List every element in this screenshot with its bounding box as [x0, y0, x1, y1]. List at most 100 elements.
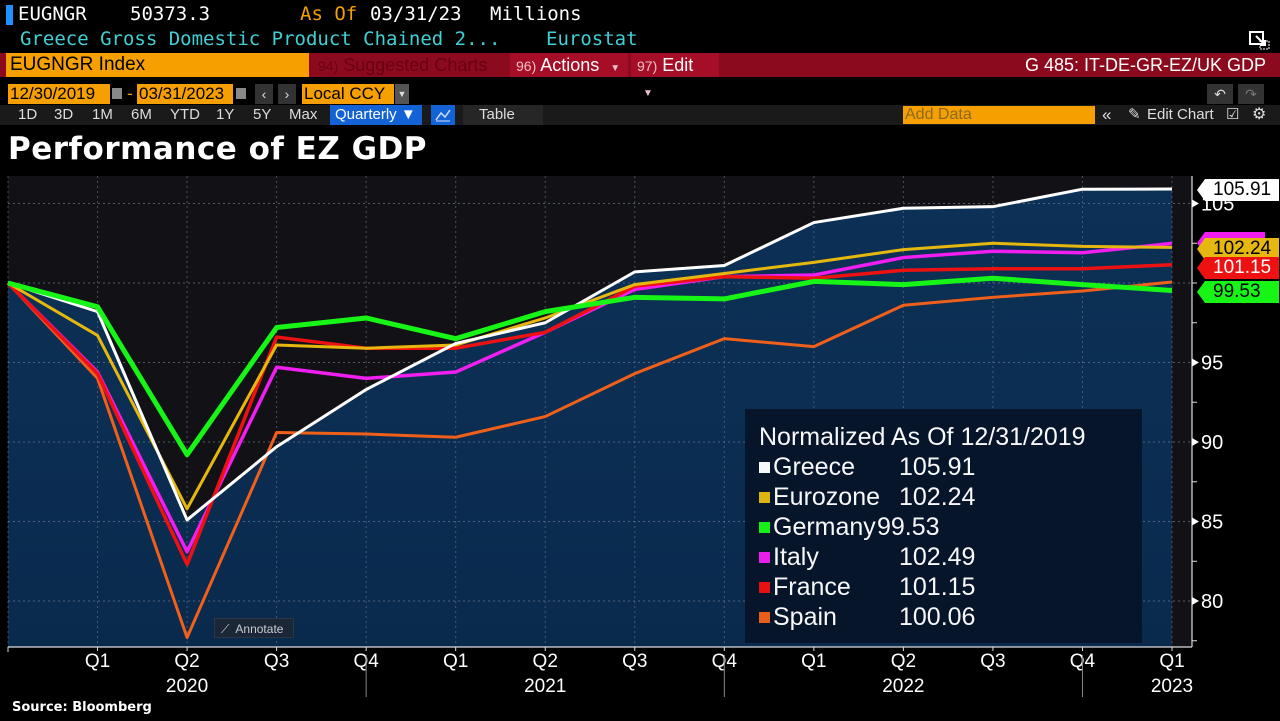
legend-item[interactable]: Italy 102.49	[759, 543, 975, 573]
security-flag	[6, 5, 13, 25]
legend-series-name: Germany	[773, 513, 876, 541]
legend-series-value: 105.91	[899, 453, 976, 481]
ticker: EUGNGR	[18, 3, 87, 25]
legend-series-name: Eurozone	[773, 483, 881, 511]
range-button-ytd[interactable]: YTD	[170, 106, 200, 123]
settings-icon[interactable]: ⚙	[1252, 106, 1267, 123]
frequency-select[interactable]: Quarterly ▼	[330, 105, 422, 125]
start-date-input[interactable]: 12/30/2019	[8, 84, 110, 104]
legend-swatch	[759, 492, 770, 503]
annotate-button[interactable]: ⟋ Annotate	[214, 618, 294, 638]
actions-menu-button[interactable]: 96) Actions ▼	[510, 53, 628, 77]
line-chart-view-button[interactable]	[431, 105, 455, 125]
legend-swatch	[759, 552, 770, 563]
x-tick-label: Q3	[980, 651, 1005, 672]
range-button-6m[interactable]: 6M	[131, 106, 152, 123]
x-tick-label: Q1	[443, 651, 468, 672]
redo-button[interactable]: ↷	[1238, 84, 1264, 104]
range-button-5y[interactable]: 5Y	[253, 106, 272, 123]
calendar-icon[interactable]	[236, 88, 246, 99]
add-data-input[interactable]: Add Data	[903, 106, 1095, 124]
y-tick-arrow	[1192, 517, 1199, 526]
security-input[interactable]: EUGNGR Index	[6, 53, 309, 77]
suggested-charts-button[interactable]: 94) Suggested Charts	[312, 53, 494, 77]
legend-swatch	[759, 522, 770, 533]
legend: Normalized As Of 12/31/2019 Greece 105.91…	[745, 409, 1142, 643]
x-tick-label: Q1	[1159, 651, 1184, 672]
y-tick-label: 95	[1201, 353, 1223, 375]
next-period-button[interactable]: ›	[278, 84, 296, 104]
units: Millions	[490, 3, 582, 25]
chevron-down-icon: ▼	[610, 63, 621, 74]
range-button-max[interactable]: Max	[289, 106, 318, 123]
collapse-icon[interactable]: «	[1102, 105, 1112, 124]
security-description: Greece Gross Domestic Product Chained 2.…	[20, 28, 501, 50]
series-line-germany	[7, 275, 1173, 458]
security-header: EUGNGR 50373.3 As Of 03/31/23 Millions	[0, 2, 1280, 26]
edit-label: Edit	[662, 55, 694, 75]
x-tick-label: Q2	[533, 651, 558, 672]
security-description-row: Greece Gross Domestic Product Chained 2.…	[0, 28, 1280, 52]
x-year-label: 2020	[166, 676, 208, 697]
legend-series-value: 102.49	[899, 543, 976, 571]
end-date-input[interactable]: 03/31/2023	[137, 84, 233, 104]
toolbar-row: 1D 3D 1M 6M YTD 1Y 5Y Max Quarterly ▼ Ta…	[0, 105, 1280, 125]
x-year-label: 2021	[524, 676, 566, 697]
undo-button[interactable]: ↶	[1207, 84, 1233, 104]
suggested-charts-label: Suggested Charts	[343, 55, 488, 75]
date-separator: -	[127, 84, 133, 103]
x-year-label: 2023	[1151, 676, 1193, 697]
x-tick-label: Q1	[85, 651, 110, 672]
legend-series-value: 99.53	[877, 513, 940, 541]
data-source: Eurostat	[546, 28, 638, 50]
series-line-france	[6, 262, 1173, 567]
legend-item[interactable]: Spain 100.06	[759, 603, 975, 633]
chart-options-icon[interactable]: ☑	[1226, 106, 1240, 123]
range-button-1m[interactable]: 1M	[92, 106, 113, 123]
y-tick-label: 85	[1201, 512, 1223, 534]
legend-swatch	[759, 462, 770, 473]
calendar-icon[interactable]	[112, 88, 122, 99]
legend-series-value: 101.15	[899, 573, 976, 601]
prev-period-button[interactable]: ‹	[255, 84, 273, 104]
range-button-1d[interactable]: 1D	[18, 106, 38, 123]
expand-window-icon[interactable]	[1248, 30, 1270, 50]
edit-num: 97)	[637, 58, 658, 74]
currency-dropdown-icon[interactable]: ▼	[395, 84, 409, 104]
source-note: Source: Bloomberg	[12, 700, 152, 715]
legend-item[interactable]: France 101.15	[759, 573, 975, 603]
currency-select[interactable]: Local CCY	[302, 84, 394, 104]
last-value: 50373.3	[130, 3, 211, 25]
x-tick-label: Q3	[264, 651, 289, 672]
legend-swatch	[759, 612, 770, 623]
range-button-3d[interactable]: 3D	[54, 106, 74, 123]
series-line-spain	[6, 280, 1173, 640]
series-line-eurozone	[7, 241, 1173, 511]
line-chart-icon	[435, 109, 451, 122]
legend-item[interactable]: Germany 99.53	[759, 513, 940, 543]
annotate-label: Annotate	[235, 622, 284, 636]
x-year-label: 2022	[882, 676, 924, 697]
table-view-button[interactable]: Table	[463, 105, 543, 125]
pencil-icon[interactable]: ✎	[1128, 106, 1141, 123]
legend-series-name: Italy	[773, 543, 819, 571]
legend-item[interactable]: Eurozone 102.24	[759, 483, 975, 513]
edit-menu-button[interactable]: 97) Edit ▼	[631, 53, 719, 99]
actions-num: 96)	[516, 58, 537, 74]
x-tick-label: Q3	[622, 651, 647, 672]
y-tick-arrow	[1192, 358, 1199, 367]
legend-series-name: Spain	[773, 603, 837, 631]
x-tick-label: Q2	[891, 651, 916, 672]
edit-chart-button[interactable]: Edit Chart	[1147, 106, 1214, 123]
chart-name: G 485: IT-DE-GR-EZ/UK GDP	[1024, 55, 1266, 75]
last-value-tag-france: 101.15	[1197, 257, 1279, 279]
chart-title: Performance of EZ GDP	[8, 131, 428, 167]
series-line-greece	[7, 187, 1173, 522]
legend-item[interactable]: Greece 105.91	[759, 453, 975, 483]
legend-swatch	[759, 582, 770, 593]
range-button-1y[interactable]: 1Y	[216, 106, 235, 123]
as-of-label: As Of	[300, 3, 358, 25]
actions-label: Actions	[540, 55, 600, 75]
y-tick-arrow	[1192, 597, 1199, 605]
legend-title: Normalized As Of 12/31/2019	[759, 423, 1086, 451]
